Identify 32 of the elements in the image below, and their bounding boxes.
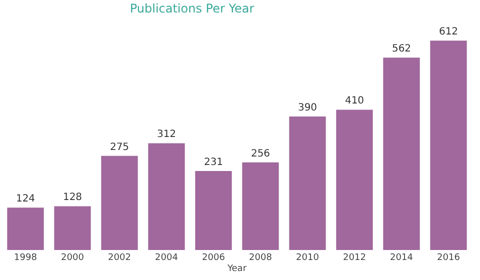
x-tick-label: 2004 (155, 253, 178, 263)
x-tick-label: 1998 (14, 253, 38, 263)
x-tick-label: 2014 (390, 253, 414, 263)
chart-title: Publications Per Year (130, 2, 254, 16)
bar (101, 156, 138, 250)
bar (195, 170, 232, 250)
bar (242, 162, 279, 250)
x-tick-label: 2008 (249, 253, 272, 263)
data-label: 410 (344, 96, 364, 107)
x-tick-label: 2012 (343, 253, 366, 263)
bar (430, 40, 467, 250)
bar (383, 58, 420, 250)
bar (54, 206, 91, 250)
x-tick-label: 2002 (108, 253, 131, 263)
x-tick-label: 2010 (296, 253, 320, 263)
data-label: 256 (250, 148, 270, 160)
x-tick-label: 2000 (61, 253, 84, 263)
bar (7, 208, 44, 250)
data-label: 275 (110, 142, 130, 153)
x-axis-title: Year (226, 264, 247, 274)
data-label: 312 (156, 129, 176, 140)
bar (148, 143, 185, 250)
bar (336, 110, 373, 250)
data-label: 231 (204, 156, 224, 168)
x-tick-label: 2016 (437, 253, 460, 263)
data-label: 612 (438, 26, 458, 38)
data-label: 124 (16, 194, 36, 205)
data-label: 128 (62, 192, 82, 204)
x-tick-label: 2006 (202, 253, 226, 263)
data-label: 562 (392, 44, 412, 55)
bar (289, 116, 326, 250)
data-label: 390 (298, 102, 318, 114)
